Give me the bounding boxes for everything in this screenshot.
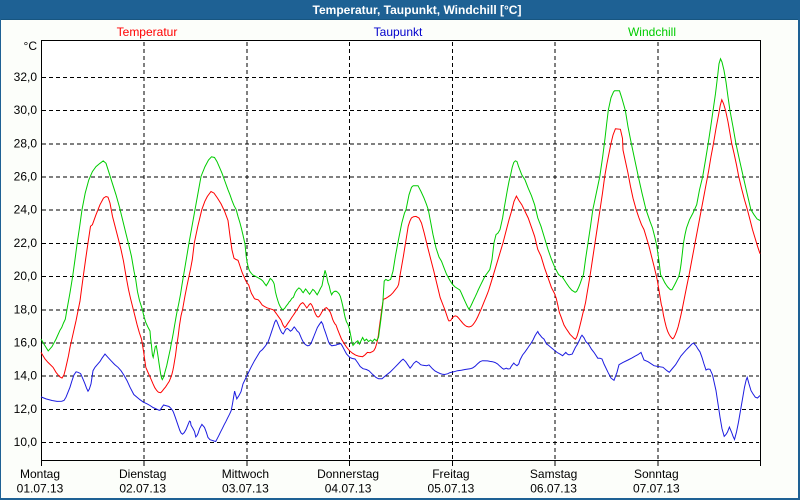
svg-text:02.07.13: 02.07.13 (119, 482, 166, 496)
svg-text:20,0: 20,0 (14, 269, 38, 283)
svg-text:Montag: Montag (20, 467, 60, 481)
svg-text:10,0: 10,0 (14, 435, 38, 449)
svg-text:04.07.13: 04.07.13 (325, 482, 372, 496)
svg-text:32,0: 32,0 (14, 70, 38, 84)
svg-text:Sonntag: Sonntag (634, 467, 679, 481)
svg-text:24,0: 24,0 (14, 203, 38, 217)
svg-text:07.07.13: 07.07.13 (633, 482, 680, 496)
svg-text:30,0: 30,0 (14, 103, 38, 117)
svg-text:Temperatur: Temperatur (117, 25, 178, 39)
svg-text:06.07.13: 06.07.13 (530, 482, 577, 496)
svg-text:Samstag: Samstag (530, 467, 577, 481)
svg-text:14,0: 14,0 (14, 369, 38, 383)
svg-text:01.07.13: 01.07.13 (17, 482, 64, 496)
svg-text:Mittwoch: Mittwoch (222, 467, 269, 481)
svg-text:05.07.13: 05.07.13 (428, 482, 475, 496)
svg-text:28,0: 28,0 (14, 136, 38, 150)
svg-text:16,0: 16,0 (14, 336, 38, 350)
svg-text:Dienstag: Dienstag (119, 467, 166, 481)
svg-text:Windchill: Windchill (628, 25, 676, 39)
svg-text:22,0: 22,0 (14, 236, 38, 250)
svg-text:12,0: 12,0 (14, 402, 38, 416)
svg-text:26,0: 26,0 (14, 170, 38, 184)
svg-text:Freitag: Freitag (432, 467, 469, 481)
svg-text:03.07.13: 03.07.13 (222, 482, 269, 496)
svg-text:Donnerstag: Donnerstag (317, 467, 379, 481)
svg-text:°C: °C (24, 39, 38, 53)
svg-text:Taupunkt: Taupunkt (374, 25, 423, 39)
svg-text:18,0: 18,0 (14, 302, 38, 316)
